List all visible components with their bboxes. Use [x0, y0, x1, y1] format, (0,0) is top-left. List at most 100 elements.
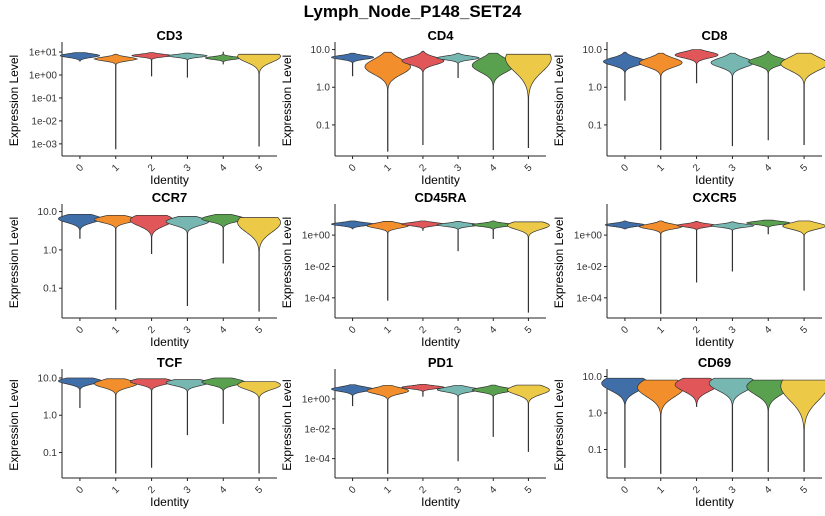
x-tick-label: 0 — [347, 324, 359, 336]
x-tick-label: 1 — [382, 484, 394, 496]
violin-cd69-cluster-0 — [601, 377, 649, 468]
x-axis-label: Identity — [150, 335, 189, 349]
violin-ccr7-cluster-3 — [165, 216, 210, 307]
x-tick-label: 1 — [382, 162, 394, 174]
panel-cd3: CD3 1e-03 1e-02 1e-01 1e+00 1e+01 Expression L… — [7, 28, 281, 187]
y-tick-label: 1.0 — [588, 409, 602, 420]
y-tick-label: 1e-04 — [576, 293, 602, 304]
violin-cd45ra-cluster-3 — [436, 221, 480, 252]
violin-tcf-cluster-2 — [130, 378, 174, 468]
y-tick-label: 10.0 — [38, 373, 58, 384]
x-tick-label: 5 — [523, 484, 535, 496]
y-axis-label: Expression Level — [280, 217, 294, 308]
violin-cxcr5-cluster-3 — [710, 221, 755, 272]
x-axis-label: Identity — [421, 495, 460, 509]
violin-pd1-cluster-1 — [366, 385, 410, 474]
x-tick-label: 4 — [488, 324, 500, 336]
y-tick-label: 0.1 — [588, 120, 602, 131]
y-tick-label: 1e-01 — [31, 93, 57, 104]
violin-cd3-cluster-2 — [131, 52, 172, 77]
violin-cd8-cluster-0 — [603, 51, 647, 101]
panel-title: CD8 — [701, 28, 727, 43]
y-tick-label: 1e-04 — [304, 454, 330, 465]
violin-ccr7-cluster-5 — [237, 217, 281, 312]
x-tick-label: 1 — [655, 162, 667, 174]
violin-cd4-cluster-1 — [364, 51, 411, 152]
violin-cd69-cluster-5 — [780, 379, 825, 472]
x-tick-label: 5 — [253, 162, 265, 174]
x-tick-label: 5 — [253, 484, 265, 496]
x-tick-label: 5 — [798, 484, 810, 496]
y-tick-label: 1e-02 — [31, 116, 57, 127]
x-tick-label: 4 — [218, 484, 230, 496]
x-tick-label: 0 — [619, 324, 631, 336]
violin-pd1-cluster-5 — [506, 384, 550, 452]
violin-cd4-cluster-3 — [436, 52, 480, 78]
violin-cxcr5-cluster-2 — [676, 221, 718, 283]
violin-cd69-cluster-3 — [708, 377, 757, 472]
y-tick-label: 1e-02 — [576, 262, 602, 273]
violin-cd45ra-cluster-5 — [506, 221, 550, 313]
y-tick-label: 1e+00 — [302, 394, 331, 405]
y-tick-label: 1e-04 — [304, 293, 330, 304]
y-tick-label: 0.1 — [43, 448, 57, 459]
violin-cd69-cluster-4 — [746, 379, 791, 472]
panel-title: PD1 — [428, 355, 453, 370]
violin-cd4-cluster-4 — [471, 52, 515, 151]
violin-pd1-cluster-4 — [471, 384, 515, 437]
violin-cxcr5-cluster-0 — [604, 220, 645, 230]
y-tick-label: 1e+00 — [29, 70, 58, 81]
x-tick-label: 1 — [382, 324, 394, 336]
x-axis-label: Identity — [150, 495, 189, 509]
panel-title: CD4 — [427, 28, 454, 43]
violin-ccr7-cluster-2 — [129, 214, 174, 254]
x-tick-label: 4 — [763, 484, 775, 496]
violin-cd3-cluster-1 — [93, 53, 139, 150]
violin-cd8-cluster-5 — [780, 52, 825, 145]
x-tick-label: 4 — [218, 162, 230, 174]
x-tick-label: 0 — [347, 162, 359, 174]
x-tick-label: 1 — [110, 162, 122, 174]
x-axis-label: Identity — [695, 173, 734, 187]
violin-cd4-cluster-0 — [331, 52, 375, 77]
x-tick-label: 4 — [763, 162, 775, 174]
panel-title: CD3 — [156, 28, 182, 43]
y-tick-label: 1.0 — [43, 245, 57, 256]
y-axis-label: Expression Level — [552, 379, 566, 470]
violin-cd69-cluster-2 — [674, 377, 719, 407]
y-tick-label: 1.0 — [588, 83, 602, 94]
y-tick-label: 1e-02 — [304, 262, 330, 273]
violin-tcf-cluster-3 — [165, 379, 210, 436]
y-tick-label: 1e+00 — [574, 231, 603, 242]
violin-cd4-cluster-2 — [401, 50, 445, 145]
violin-cd69-cluster-1 — [637, 379, 685, 474]
violin-cd8-cluster-3 — [710, 52, 755, 147]
violin-cd45ra-cluster-4 — [471, 220, 515, 239]
violin-tcf-cluster-0 — [58, 377, 102, 408]
violin-cxcr5-cluster-1 — [638, 220, 683, 314]
x-tick-label: 4 — [488, 484, 500, 496]
violin-cd45ra-cluster-1 — [366, 221, 410, 301]
violin-cd3-cluster-5 — [237, 53, 281, 147]
violin-pd1-cluster-3 — [436, 385, 480, 462]
y-tick-label: 0.1 — [588, 445, 602, 456]
violin-cd8-cluster-1 — [638, 52, 683, 151]
violin-cxcr5-cluster-4 — [746, 219, 791, 235]
x-tick-label: 4 — [763, 324, 775, 336]
x-tick-label: 0 — [74, 162, 86, 174]
violin-cd4-cluster-5 — [505, 53, 552, 148]
panel-title: CCR7 — [152, 190, 187, 205]
x-tick-label: 0 — [619, 162, 631, 174]
x-tick-label: 4 — [488, 162, 500, 174]
panel-title: CXCR5 — [692, 190, 736, 205]
x-tick-label: 1 — [655, 484, 667, 496]
violin-cd3-cluster-4 — [204, 51, 242, 65]
violin-ccr7-cluster-4 — [201, 213, 246, 264]
